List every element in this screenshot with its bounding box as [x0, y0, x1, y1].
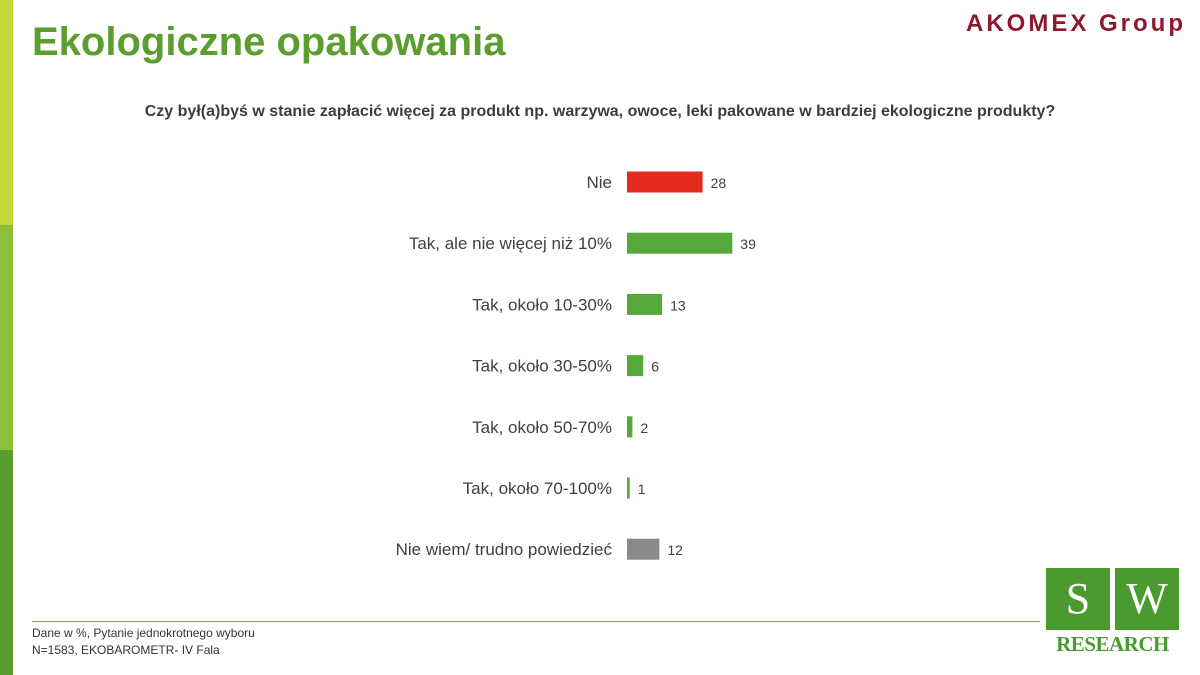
value-label: 28	[711, 175, 727, 191]
bar-chart: Nie 28 Tak, ale nie więcej niż 10% 39 Tak, o…	[396, 171, 756, 560]
logo-research-text: RESEARCH	[1056, 632, 1169, 656]
bar	[627, 293, 663, 315]
bar	[627, 355, 644, 377]
category-label: Nie	[586, 173, 612, 192]
category-label: Nie wiem/ trudno powiedzieć	[396, 540, 613, 559]
category-label: Tak, około 70-100%	[463, 479, 612, 498]
logo-letter-w: W	[1115, 568, 1179, 630]
side-stripe-middle	[0, 225, 13, 450]
category-label: Tak, około 30-50%	[472, 357, 612, 376]
value-label: 39	[740, 236, 756, 252]
value-label: 2	[640, 420, 648, 436]
category-label: Tak, ale nie więcej niż 10%	[409, 234, 612, 253]
category-label: Tak, około 10-30%	[472, 295, 612, 314]
category-label: Tak, około 50-70%	[472, 418, 612, 437]
footnote-data-note: Dane w %, Pytanie jednokrotnego wyboru	[32, 626, 255, 640]
sw-research-logo: S W RESEARCH	[1045, 568, 1180, 660]
bar	[627, 171, 703, 193]
value-label: 12	[667, 542, 683, 558]
footnote-sample-note: N=1583, EKOBAROMETR- IV Fala	[32, 643, 220, 657]
survey-question: Czy był(a)byś w stanie zapłacić więcej z…	[144, 103, 1056, 120]
value-label: 6	[651, 359, 659, 375]
side-stripe-top	[0, 0, 13, 225]
page-title: Ekologiczne opakowania	[32, 20, 506, 64]
side-stripe-bottom	[0, 450, 13, 675]
value-label: 13	[670, 297, 686, 313]
value-label: 1	[638, 481, 646, 497]
bar	[627, 477, 630, 499]
logo-letter-s: S	[1046, 568, 1110, 630]
bar	[627, 538, 660, 560]
bar	[627, 232, 733, 254]
footer-divider	[32, 621, 1040, 622]
bar	[627, 416, 633, 438]
brand-logo-text: AKOMEX Group	[966, 10, 1186, 37]
